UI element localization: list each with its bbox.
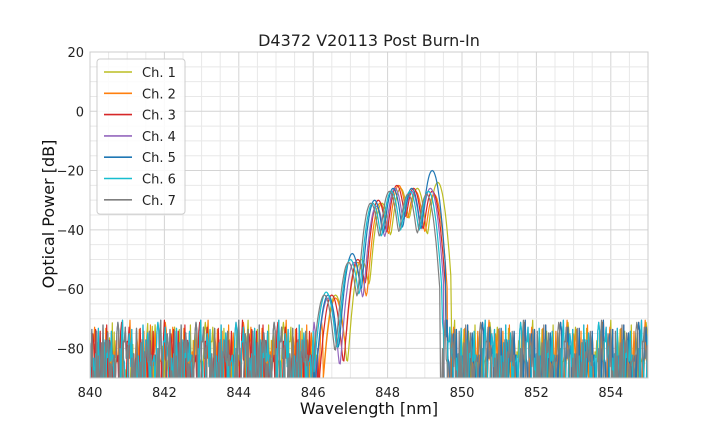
legend-box	[96, 58, 186, 215]
legend-label: Ch. 7	[142, 194, 176, 209]
x-tick-label: 846	[301, 386, 326, 401]
series-line-7	[90, 190, 648, 378]
x-axis-title: Wavelength [nm]	[300, 399, 438, 418]
x-tick-label: 842	[152, 386, 177, 401]
y-axis-title: Optical Power [dB]	[39, 140, 58, 289]
y-tick-label: −80	[57, 342, 84, 357]
y-tick-label: −40	[57, 224, 84, 239]
legend-label: Ch. 5	[142, 151, 176, 166]
legend-label: Ch. 3	[142, 109, 176, 124]
series-layer	[90, 169, 648, 378]
chart-title: D4372 V20113 Post Burn-In	[258, 31, 480, 50]
legend-label: Ch. 2	[142, 87, 176, 102]
y-tick-label: −60	[57, 283, 84, 298]
x-tick-label: 840	[78, 386, 103, 401]
x-tick-label: 854	[598, 386, 623, 401]
legend: Ch. 1 Ch. 2 Ch. 3 Ch. 4 Ch. 5 Ch. 6 Ch. 7	[96, 58, 186, 215]
legend-label: Ch. 6	[142, 173, 176, 188]
y-tick-label: −20	[57, 165, 84, 180]
y-tick-label: 20	[67, 46, 84, 61]
y-tick-labels: 20 0 −20 −40 −60 −80	[57, 46, 84, 357]
x-tick-labels: 840 842 844 846 848 850 852 854	[78, 386, 624, 401]
legend-label: Ch. 1	[142, 66, 176, 81]
y-tick-label: 0	[76, 105, 84, 120]
legend-label: Ch. 4	[142, 130, 176, 145]
series-line-6	[90, 190, 648, 378]
x-tick-label: 850	[450, 386, 475, 401]
plot-frame	[89, 51, 649, 379]
x-tick-label: 848	[375, 386, 400, 401]
x-tick-label: 844	[226, 386, 251, 401]
series-line-1	[90, 181, 648, 378]
x-tick-label: 852	[524, 386, 549, 401]
